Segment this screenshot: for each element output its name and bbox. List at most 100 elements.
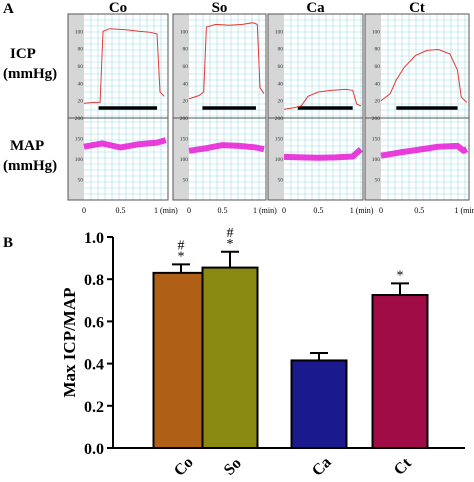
bar-ca	[290, 359, 348, 449]
icp-y-tick: 60	[278, 64, 284, 70]
panel-frame	[364, 13, 470, 201]
icp-row-label-1: ICP	[10, 46, 36, 62]
bar-so	[201, 266, 259, 449]
map-trace	[83, 137, 167, 151]
y-tick-label: 0.2	[84, 399, 104, 416]
icp-y-tick: 40	[183, 81, 189, 87]
panel-b-label: B	[3, 235, 13, 251]
icp-y-tick: 20	[183, 99, 189, 105]
x-tick-label: Co	[171, 454, 197, 480]
map-y-tick: 150	[180, 137, 189, 143]
x-tick: 1 (min)	[154, 206, 178, 215]
y-axis-label: Max ICP/MAP	[60, 287, 79, 397]
y-tick-label: 0.6	[84, 314, 104, 331]
significance-marker: *	[397, 268, 404, 283]
x-tick: 1 (min)	[253, 206, 277, 215]
significance-marker: #	[178, 238, 185, 253]
icp-trace	[188, 22, 265, 100]
x-tick-label: Ca	[309, 454, 335, 480]
icp-y-tick: 20	[278, 99, 284, 105]
y-tick-label: 0.4	[84, 357, 104, 374]
map-y-tick: 200	[372, 116, 381, 122]
trace-panel-co: Co 20 40 60 80 100 50 100 150 200 0 0.5 1 (min)	[67, 0, 178, 215]
x-tick: 0.5	[414, 206, 424, 215]
icp-y-tick: 40	[278, 81, 284, 87]
trace-panel-ct: Ct 20 40 60 80 100 50 100 150 200 0 0.5 1 (min)	[364, 0, 474, 215]
y-tick-label: 0.8	[84, 272, 104, 289]
map-trace	[188, 142, 265, 154]
panel-frame	[172, 13, 267, 201]
map-row-label-1: MAP	[10, 138, 44, 154]
y-tick-label: 1.0	[84, 230, 104, 247]
x-tick: 0.5	[313, 206, 323, 215]
group-title: Co	[109, 0, 127, 16]
map-y-tick: 50	[375, 178, 381, 184]
icp-y-tick: 60	[78, 64, 84, 70]
map-y-tick: 150	[372, 137, 381, 143]
y-tick-label: 0.0	[84, 441, 104, 458]
map-y-tick: 150	[275, 137, 284, 143]
x-tick: 1 (min)	[455, 206, 474, 215]
significance-marker: #	[227, 226, 234, 241]
icp-y-tick: 40	[375, 81, 381, 87]
icp-trace	[283, 88, 362, 110]
x-tick: 0	[187, 206, 191, 215]
icp-y-tick: 100	[275, 29, 284, 35]
significance-marker: *	[227, 237, 234, 252]
map-y-tick: 100	[275, 157, 284, 163]
x-tick: 0.5	[217, 206, 227, 215]
icp-y-tick: 80	[78, 47, 84, 53]
map-y-tick: 50	[183, 178, 189, 184]
map-y-tick: 100	[75, 157, 84, 163]
x-tick-label: Ct	[391, 454, 415, 478]
icp-y-tick: 80	[278, 47, 284, 53]
panel-frame	[67, 13, 169, 201]
icp-y-tick: 100	[75, 29, 84, 35]
icp-y-tick: 60	[183, 64, 189, 70]
axis-strip	[173, 14, 189, 200]
group-title: So	[212, 0, 228, 16]
x-tick-label: So	[221, 455, 245, 479]
icp-trace	[83, 28, 165, 104]
icp-y-tick: 20	[375, 99, 381, 105]
map-trace	[380, 142, 469, 159]
panel-frame	[267, 13, 364, 201]
axis-strip	[268, 14, 284, 200]
icp-trace	[380, 48, 468, 103]
x-tick: 0.5	[116, 206, 126, 215]
group-title: Ct	[409, 0, 425, 16]
map-y-tick: 50	[78, 178, 84, 184]
map-y-tick: 50	[278, 178, 284, 184]
icp-y-tick: 100	[372, 29, 381, 35]
map-y-tick: 200	[180, 116, 189, 122]
panel-a-label: A	[3, 1, 14, 17]
bar-co	[152, 271, 210, 449]
icp-y-tick: 100	[180, 29, 189, 35]
axis-strip	[365, 14, 381, 200]
map-row-label-2: (mmHg)	[3, 158, 57, 174]
axis-strip	[68, 14, 84, 200]
x-tick: 0	[282, 206, 286, 215]
icp-y-tick: 40	[78, 81, 84, 87]
trace-panel-so: So 20 40 60 80 100 50 100 150 200 0 0.5 1 (min)	[172, 0, 277, 215]
x-tick: 1 (min)	[350, 206, 374, 215]
map-y-tick: 100	[372, 157, 381, 163]
trace-panel-ca: Ca 20 40 60 80 100 50 100 150 200 0 0.5 1 (min)	[267, 0, 374, 215]
icp-y-tick: 20	[78, 99, 84, 105]
x-tick: 0	[82, 206, 86, 215]
map-y-tick: 150	[75, 137, 84, 143]
bar-ct	[371, 294, 429, 449]
icp-y-tick: 80	[375, 47, 381, 53]
icp-y-tick: 80	[183, 47, 189, 53]
significance-marker: *	[178, 249, 185, 264]
map-y-tick: 100	[180, 157, 189, 163]
map-y-tick: 200	[275, 116, 284, 122]
icp-row-label-2: (mmHg)	[3, 66, 57, 82]
x-tick: 0	[379, 206, 383, 215]
icp-y-tick: 60	[375, 64, 381, 70]
map-trace	[283, 146, 363, 161]
group-title: Ca	[306, 0, 325, 16]
